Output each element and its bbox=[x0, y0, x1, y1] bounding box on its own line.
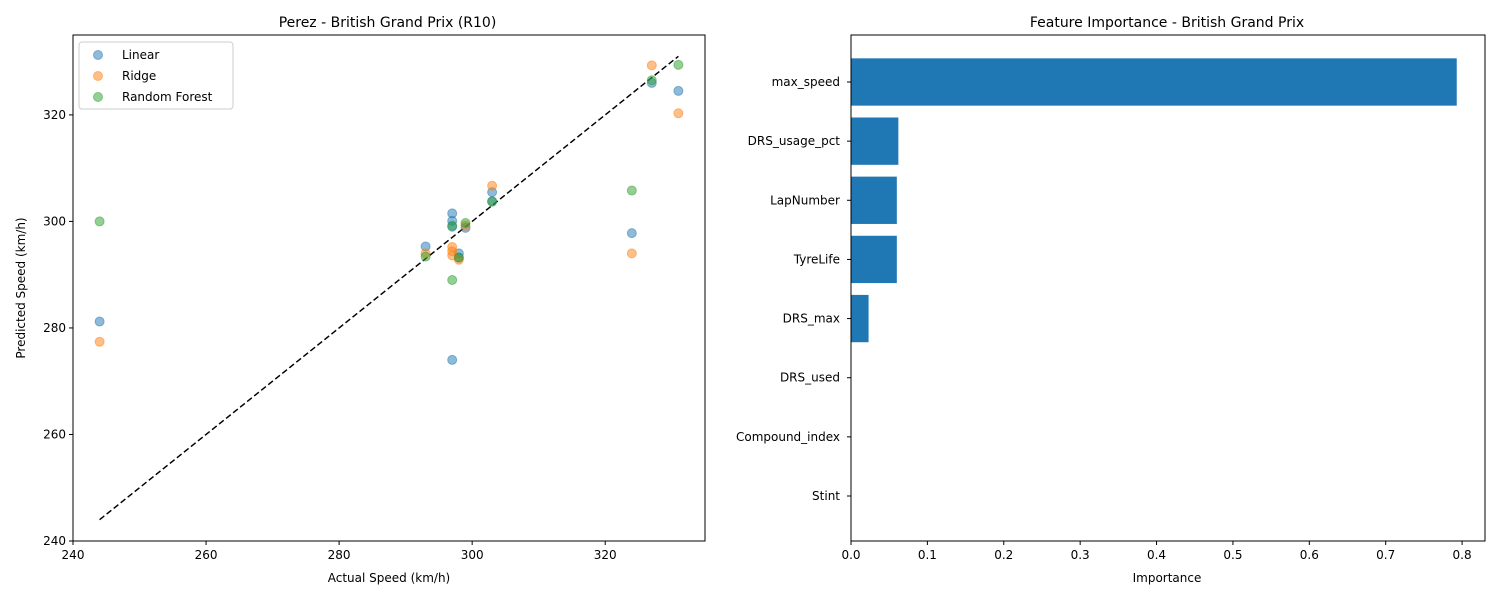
x-tick-label: 300 bbox=[461, 548, 484, 562]
y-tick-label: 280 bbox=[43, 321, 66, 335]
bar-lapnumber bbox=[851, 176, 897, 224]
bar-chart: Feature Importance - British Grand Prix … bbox=[736, 15, 1486, 585]
point-random-forest bbox=[626, 185, 637, 196]
point-linear bbox=[626, 228, 637, 239]
point-random-forest bbox=[453, 252, 464, 263]
bar-frame bbox=[850, 34, 1486, 542]
point-random-forest bbox=[460, 218, 471, 229]
category-label: Compound_index bbox=[736, 430, 840, 444]
point-random-forest bbox=[94, 216, 105, 227]
x-tick-label: 0.7 bbox=[1376, 548, 1395, 562]
x-tick-label: 0.3 bbox=[1071, 548, 1090, 562]
x-tick-label: 0.4 bbox=[1147, 548, 1166, 562]
point-linear bbox=[447, 354, 458, 365]
x-tick-label: 260 bbox=[195, 548, 218, 562]
point-ridge bbox=[94, 336, 105, 347]
scatter-xlabel: Actual Speed (km/h) bbox=[328, 571, 451, 585]
category-label: DRS_used bbox=[780, 371, 840, 385]
bar-xlabel: Importance bbox=[1133, 571, 1202, 585]
category-label: Stint bbox=[812, 489, 840, 503]
y-tick-label: 300 bbox=[43, 214, 66, 228]
point-random-forest bbox=[673, 59, 684, 70]
scatter-ylabel: Predicted Speed (km/h) bbox=[14, 217, 28, 358]
legend-marker-ridge bbox=[93, 71, 103, 81]
point-ridge bbox=[646, 60, 657, 71]
category-label: LapNumber bbox=[770, 193, 840, 207]
point-random-forest bbox=[447, 220, 458, 231]
reference-line bbox=[99, 55, 679, 521]
point-random-forest bbox=[447, 275, 458, 286]
point-ridge bbox=[626, 248, 637, 259]
legend-label-linear: Linear bbox=[122, 48, 159, 62]
category-label: TyreLife bbox=[793, 252, 840, 266]
y-tick-label: 240 bbox=[43, 534, 66, 548]
legend-marker-random-forest bbox=[93, 92, 103, 102]
scatter-ticks: 240 260 280 300 320 240 260 280 300 320 bbox=[43, 108, 617, 562]
legend-label-random-forest: Random Forest bbox=[122, 90, 213, 104]
x-tick-label: 0.1 bbox=[918, 548, 937, 562]
x-tick-label: 320 bbox=[594, 548, 617, 562]
point-ridge bbox=[487, 180, 498, 191]
point-random-forest bbox=[646, 75, 657, 86]
scatter-legend: Linear Ridge Random Forest bbox=[78, 41, 234, 110]
category-label: max_speed bbox=[772, 75, 840, 89]
bar-tyrelife bbox=[851, 235, 897, 284]
point-random-forest bbox=[420, 251, 431, 262]
category-label: DRS_max bbox=[783, 312, 840, 326]
x-tick-label: 0.5 bbox=[1223, 548, 1242, 562]
category-label: DRS_usage_pct bbox=[748, 134, 841, 148]
legend-box bbox=[78, 41, 234, 110]
bar-ticks: max_speed DRS_usage_pct LapNumber TyreLife D… bbox=[736, 75, 1472, 562]
point-random-forest bbox=[487, 196, 498, 207]
bar-plot-area bbox=[851, 58, 1457, 343]
scatter-chart: Perez - British Grand Prix (R10) Actual … bbox=[14, 15, 706, 585]
bar-max-speed bbox=[851, 58, 1457, 106]
bar-drs-max bbox=[851, 294, 869, 343]
point-ridge bbox=[673, 108, 684, 119]
y-tick-label: 320 bbox=[43, 108, 66, 122]
legend-marker-linear bbox=[93, 50, 103, 60]
x-tick-label: 240 bbox=[62, 548, 85, 562]
x-tick-label: 0.6 bbox=[1300, 548, 1319, 562]
x-tick-label: 280 bbox=[328, 548, 351, 562]
legend-label-ridge: Ridge bbox=[122, 69, 156, 83]
point-linear bbox=[94, 316, 105, 327]
bar-title: Feature Importance - British Grand Prix bbox=[1030, 15, 1304, 31]
y-tick-label: 260 bbox=[43, 427, 66, 441]
x-tick-label: 0.8 bbox=[1453, 548, 1472, 562]
point-linear bbox=[673, 85, 684, 96]
scatter-plot-area bbox=[94, 55, 684, 521]
scatter-frame bbox=[72, 34, 706, 542]
x-tick-label: 0.0 bbox=[841, 548, 860, 562]
x-tick-label: 0.2 bbox=[994, 548, 1013, 562]
scatter-title: Perez - British Grand Prix (R10) bbox=[279, 15, 497, 31]
bar-drs-usage-pct bbox=[851, 117, 899, 165]
